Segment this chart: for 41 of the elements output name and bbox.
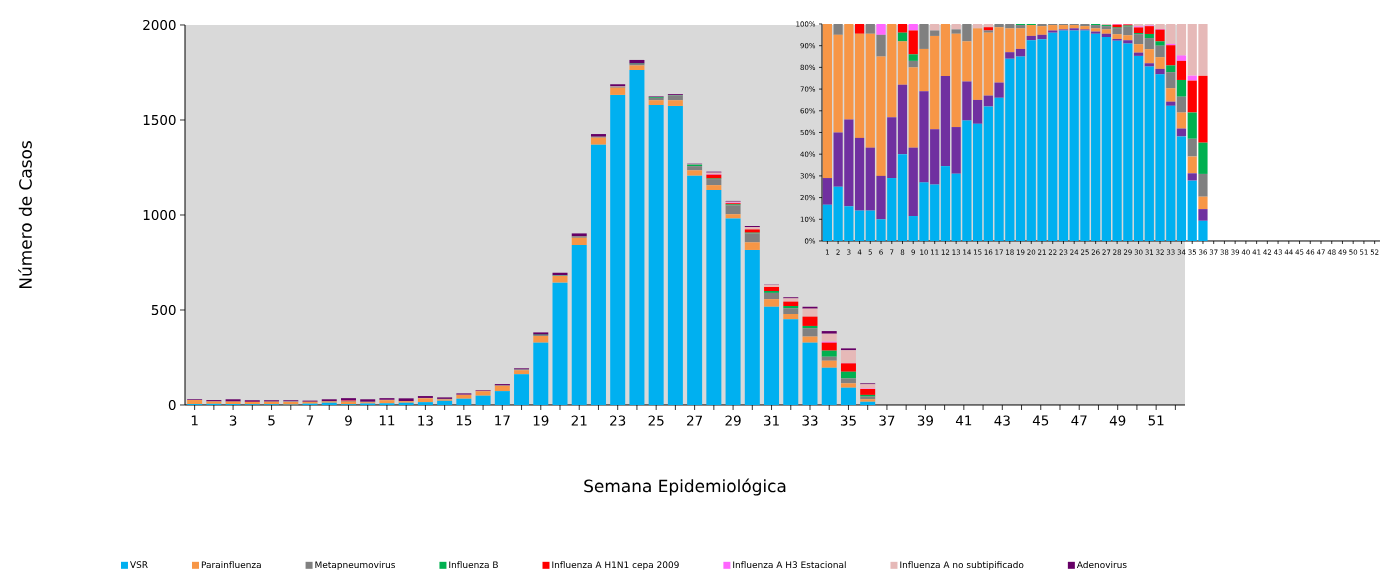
- x-tick-label: 23: [610, 415, 626, 426]
- x-tick-label: 33: [802, 415, 818, 426]
- legend-label: Influenza A no subtipificado: [900, 561, 1024, 570]
- x-tick-label: 43: [994, 415, 1010, 426]
- x-tick-label: 45: [1032, 415, 1049, 426]
- x-tick-label: 35: [840, 415, 856, 426]
- x-tick-label: 41: [955, 415, 972, 426]
- y-tick-label: 2000: [143, 19, 176, 31]
- y-tick-label: 1500: [143, 114, 176, 126]
- x-tick-label: 11: [379, 415, 395, 426]
- x-tick-label: 3: [229, 415, 237, 426]
- x-tick-label: 5: [268, 415, 275, 426]
- x-tick-label: 25: [648, 415, 664, 426]
- y-tick-label: 500: [151, 304, 176, 316]
- x-tick-label: 13: [418, 415, 433, 426]
- y-tick-label: 1000: [143, 209, 176, 221]
- x-tick-label: 51: [1148, 415, 1164, 426]
- x-tick-label: 29: [725, 415, 741, 426]
- x-tick-label: 39: [917, 415, 933, 426]
- x-tick-label: 19: [533, 415, 549, 426]
- x-axis-title: Semana Epidemiológica: [584, 478, 786, 496]
- legend-label: Adenovirus: [1076, 561, 1127, 569]
- legend-label: Influenza A H3 Estacional: [733, 561, 846, 569]
- x-tick-label: 15: [456, 415, 472, 426]
- x-tick-label: 27: [687, 415, 703, 426]
- legend-label: Influenza A H1N1 cepa 2009: [552, 561, 679, 570]
- x-tick-label: 49: [1109, 415, 1126, 426]
- x-tick-label: 47: [1071, 415, 1087, 426]
- x-tick-label: 9: [345, 415, 352, 426]
- x-tick-label: 21: [571, 415, 587, 426]
- x-tick-label: 17: [495, 415, 510, 426]
- y-axis-title: Número de Casos: [18, 141, 32, 289]
- legend-label: Metapneumovirus: [315, 561, 396, 570]
- x-tick-label: 1: [191, 415, 198, 426]
- legend-label: VSR: [130, 561, 148, 569]
- y-tick-label: 0: [168, 399, 176, 411]
- x-tick-label: 7: [306, 415, 314, 426]
- legend-label: Influenza B: [449, 561, 498, 569]
- x-tick-label: 37: [879, 415, 895, 426]
- x-tick-label: 31: [764, 415, 779, 426]
- legend-label: Parainfluenza: [201, 561, 261, 569]
